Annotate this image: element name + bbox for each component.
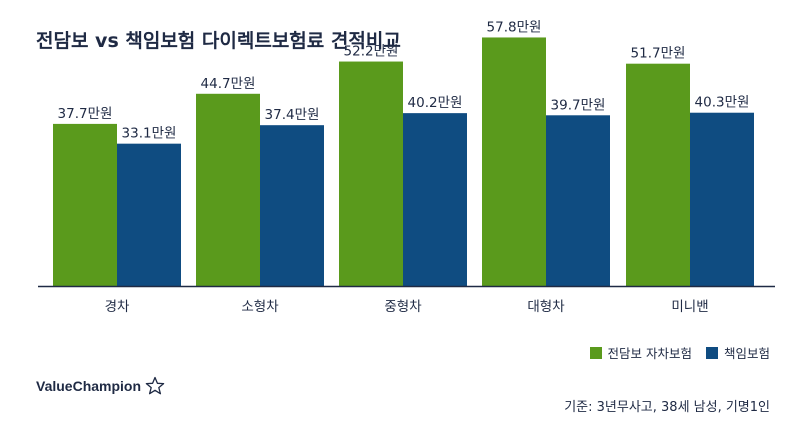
data-label-liability-1: 33.1만원 [122,126,177,142]
data-label-liability-5: 40.3만원 [695,95,750,111]
data-label-full-coverage-3: 52.2만원 [344,44,399,60]
legend-swatch-full-coverage [589,346,602,359]
legend: 전담보 자차보험 책임보험 [589,343,770,362]
legend-label-liability: 책임보험 [723,346,770,361]
bar-liability-4 [546,115,610,286]
bar-full-coverage-5 [626,63,690,286]
data-label-full-coverage-1: 37.7만원 [58,106,113,122]
bar-liability-5 [690,112,754,287]
data-label-liability-3: 40.2만원 [408,95,463,111]
legend-item-full-coverage: 전담보 자차보험 [589,343,692,362]
bar-liability-3 [403,113,467,286]
legend-swatch-liability [705,346,718,359]
bar-liability-2 [260,125,324,287]
data-label-full-coverage-4: 57.8만원 [487,19,542,35]
category-label-4: 대형차 [527,299,565,315]
brand-logo: ValueChampion [36,376,165,396]
data-label-full-coverage-5: 51.7만원 [631,46,686,62]
legend-label-full-coverage: 전담보 자차보험 [607,346,692,361]
star-outline-icon [145,376,165,395]
data-label-full-coverage-2: 44.7만원 [201,76,256,92]
footnote: 기준: 3년무사고, 38세 남성, 기명1인 [564,400,770,415]
brand-name: ValueChampion [36,378,142,394]
category-label-1: 경차 [105,299,130,315]
legend-item-liability: 책임보험 [705,343,770,362]
bar-full-coverage-4 [482,37,546,287]
bar-full-coverage-1 [53,123,117,286]
category-label-5: 미니밴 [671,299,708,315]
data-label-liability-2: 37.4만원 [265,107,320,123]
chart-title: 전담보 vs 책임보험 다이렉트보험료 견적비교 [36,30,401,52]
bar-full-coverage-3 [339,61,403,286]
data-label-liability-4: 39.7만원 [551,97,606,113]
category-label-2: 소형차 [241,299,279,315]
bar-liability-1 [117,143,181,286]
bar-full-coverage-2 [196,93,260,286]
category-label-3: 중형차 [384,299,422,315]
